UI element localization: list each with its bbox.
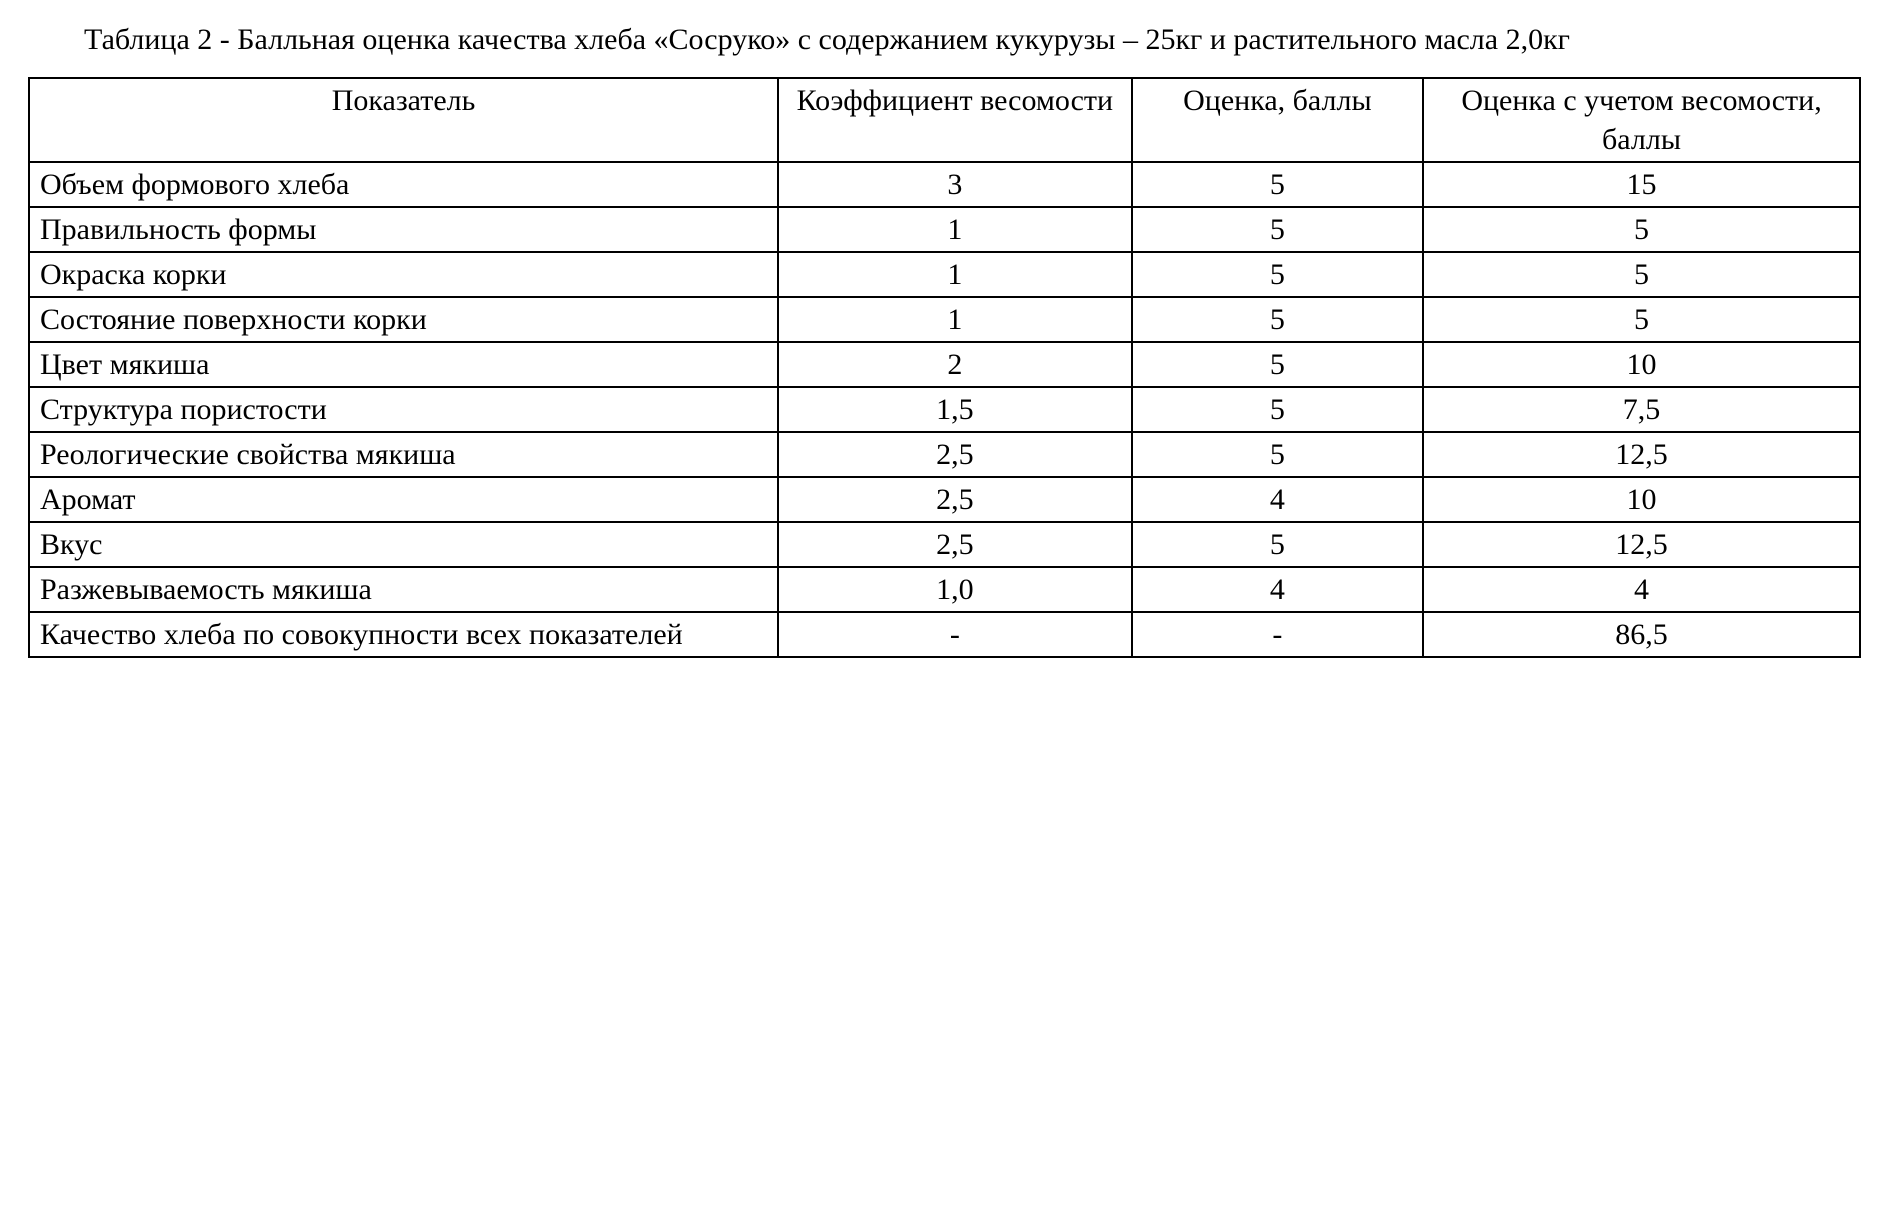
- cell-score: 5: [1132, 387, 1423, 432]
- col-header-indicator: Показатель: [29, 78, 778, 162]
- cell-weighted: 10: [1423, 342, 1860, 387]
- cell-score: 5: [1132, 522, 1423, 567]
- cell-score: 4: [1132, 477, 1423, 522]
- cell-label: Качество хлеба по совокупности всех пока…: [29, 612, 778, 657]
- cell-coef: 1: [778, 252, 1132, 297]
- cell-coef: 2,5: [778, 522, 1132, 567]
- cell-coef: -: [778, 612, 1132, 657]
- cell-weighted: 12,5: [1423, 522, 1860, 567]
- cell-score: 4: [1132, 567, 1423, 612]
- cell-weighted: 10: [1423, 477, 1860, 522]
- cell-label: Разжевываемость мякиша: [29, 567, 778, 612]
- cell-label: Аромат: [29, 477, 778, 522]
- cell-weighted: 5: [1423, 252, 1860, 297]
- table-row: Объем формового хлеба 3 5 15: [29, 162, 1860, 207]
- table-row: Состояние поверхности корки 1 5 5: [29, 297, 1860, 342]
- table-row-total: Качество хлеба по совокупности всех пока…: [29, 612, 1860, 657]
- cell-label: Объем формового хлеба: [29, 162, 778, 207]
- col-header-weighted: Оценка с учетом весомости, баллы: [1423, 78, 1860, 162]
- cell-coef: 2,5: [778, 477, 1132, 522]
- cell-coef: 1: [778, 207, 1132, 252]
- cell-score: 5: [1132, 432, 1423, 477]
- cell-weighted: 86,5: [1423, 612, 1860, 657]
- table-row: Правильность формы 1 5 5: [29, 207, 1860, 252]
- cell-label: Состояние поверхности корки: [29, 297, 778, 342]
- cell-score: 5: [1132, 342, 1423, 387]
- table-row: Цвет мякиша 2 5 10: [29, 342, 1860, 387]
- cell-weighted: 15: [1423, 162, 1860, 207]
- cell-score: 5: [1132, 207, 1423, 252]
- cell-label: Вкус: [29, 522, 778, 567]
- table-caption-text: Таблица 2 - Балльная оценка качества хле…: [28, 20, 1861, 59]
- cell-score: 5: [1132, 162, 1423, 207]
- cell-label: Окраска корки: [29, 252, 778, 297]
- quality-score-table: Показатель Коэффициент весомости Оценка,…: [28, 77, 1861, 658]
- cell-score: 5: [1132, 252, 1423, 297]
- table-row: Вкус 2,5 5 12,5: [29, 522, 1860, 567]
- cell-coef: 3: [778, 162, 1132, 207]
- table-row: Разжевываемость мякиша 1,0 4 4: [29, 567, 1860, 612]
- cell-weighted: 12,5: [1423, 432, 1860, 477]
- cell-label: Цвет мякиша: [29, 342, 778, 387]
- table-row: Аромат 2,5 4 10: [29, 477, 1860, 522]
- cell-score: -: [1132, 612, 1423, 657]
- cell-label: Структура пористости: [29, 387, 778, 432]
- table-row: Окраска корки 1 5 5: [29, 252, 1860, 297]
- table-header-row: Показатель Коэффициент весомости Оценка,…: [29, 78, 1860, 162]
- cell-weighted: 5: [1423, 207, 1860, 252]
- cell-coef: 1: [778, 297, 1132, 342]
- cell-label: Реологические свойства мякиша: [29, 432, 778, 477]
- table-row: Реологические свойства мякиша 2,5 5 12,5: [29, 432, 1860, 477]
- table-row: Структура пористости 1,5 5 7,5: [29, 387, 1860, 432]
- cell-label: Правильность формы: [29, 207, 778, 252]
- cell-coef: 2,5: [778, 432, 1132, 477]
- cell-weighted: 7,5: [1423, 387, 1860, 432]
- col-header-score: Оценка, баллы: [1132, 78, 1423, 162]
- cell-coef: 1,5: [778, 387, 1132, 432]
- cell-coef: 1,0: [778, 567, 1132, 612]
- table-caption: Таблица 2 - Балльная оценка качества хле…: [28, 20, 1861, 59]
- cell-weighted: 5: [1423, 297, 1860, 342]
- col-header-coefficient: Коэффициент весомости: [778, 78, 1132, 162]
- cell-score: 5: [1132, 297, 1423, 342]
- cell-coef: 2: [778, 342, 1132, 387]
- cell-weighted: 4: [1423, 567, 1860, 612]
